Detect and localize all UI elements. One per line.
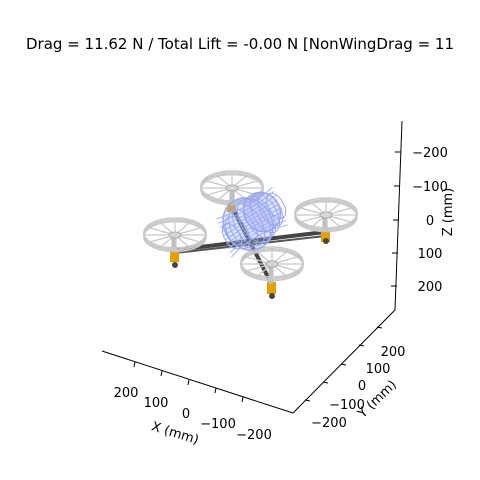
x-tick-label: −200	[236, 428, 272, 443]
y-tick-label: −200	[311, 416, 347, 431]
x-axis: 200 100 0 −100−200 X (mm)	[102, 351, 293, 448]
rotor-right	[295, 198, 357, 232]
z-tick-label: 100	[418, 247, 443, 262]
rotor-front	[241, 247, 303, 281]
quadcopter-model	[144, 171, 357, 299]
x-tick-label: 200	[114, 386, 139, 401]
z-tick-label: 200	[418, 280, 443, 295]
z-tick-label: −200	[412, 146, 448, 161]
x-tick-label: 100	[144, 396, 169, 411]
y-tick-label: 200	[381, 345, 406, 360]
x-axis-label: X (mm)	[150, 419, 201, 448]
y-tick-label: 0	[358, 379, 366, 394]
rotor-left	[144, 218, 206, 252]
x-tick-label: −100	[200, 417, 236, 432]
x-tick-label: 0	[182, 407, 190, 422]
z-tick-label: 0	[426, 214, 434, 229]
z-axis-label: Z (mm)	[441, 188, 456, 237]
y-tick-label: 100	[366, 362, 391, 377]
plot-title: Drag = 11.62 N / Total Lift = -0.00 N [N…	[26, 35, 454, 53]
